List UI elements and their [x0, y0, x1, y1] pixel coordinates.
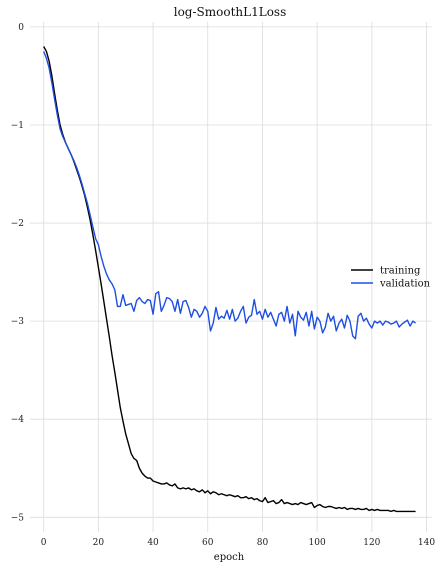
- x-tick-label: 120: [363, 538, 380, 548]
- y-axis-ticks: 0 −1 −2 −3 −4 −5: [11, 23, 25, 523]
- x-tick-label: 20: [93, 538, 105, 548]
- legend: training validation: [351, 266, 431, 290]
- x-tick-label: 140: [418, 538, 435, 548]
- legend-label: training: [380, 266, 421, 277]
- series-line-training: [43, 46, 416, 513]
- y-tick-label: −4: [11, 415, 25, 425]
- y-tick-label: −3: [11, 317, 25, 327]
- grid: [30, 22, 432, 532]
- x-axis-label: epoch: [214, 552, 245, 563]
- y-tick-label: 0: [18, 23, 24, 33]
- x-tick-label: 0: [41, 538, 47, 548]
- x-tick-label: 100: [309, 538, 326, 548]
- y-tick-label: −5: [11, 513, 25, 523]
- series-line-validation: [43, 51, 416, 340]
- x-tick-label: 60: [202, 538, 214, 548]
- y-tick-label: −1: [11, 121, 24, 131]
- y-tick-label: −2: [11, 219, 24, 229]
- series-lines: [43, 46, 416, 513]
- x-tick-label: 40: [147, 538, 159, 548]
- x-tick-label: 80: [257, 538, 269, 548]
- x-axis-ticks: 0 20 40 60 80 100 120 140: [41, 538, 436, 548]
- chart-title: log-SmoothL1Loss: [174, 5, 287, 19]
- legend-label: validation: [379, 279, 431, 290]
